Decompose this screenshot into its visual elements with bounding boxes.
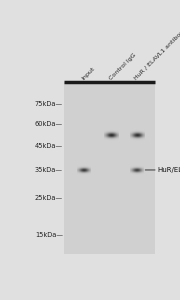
Bar <box>64 82 155 254</box>
Text: HuR / ELAVL1 antibody: HuR / ELAVL1 antibody <box>133 27 180 81</box>
Text: HuR/ELAVL1: HuR/ELAVL1 <box>145 167 180 173</box>
Text: 25kDa—: 25kDa— <box>35 194 63 200</box>
Text: 35kDa—: 35kDa— <box>35 167 63 173</box>
Text: 75kDa—: 75kDa— <box>35 101 63 107</box>
Text: Control IgG: Control IgG <box>108 52 137 81</box>
Text: Input: Input <box>81 66 96 81</box>
Text: 60kDa—: 60kDa— <box>35 121 63 127</box>
Text: 15kDa—: 15kDa— <box>35 232 63 238</box>
Text: 45kDa—: 45kDa— <box>35 143 63 149</box>
